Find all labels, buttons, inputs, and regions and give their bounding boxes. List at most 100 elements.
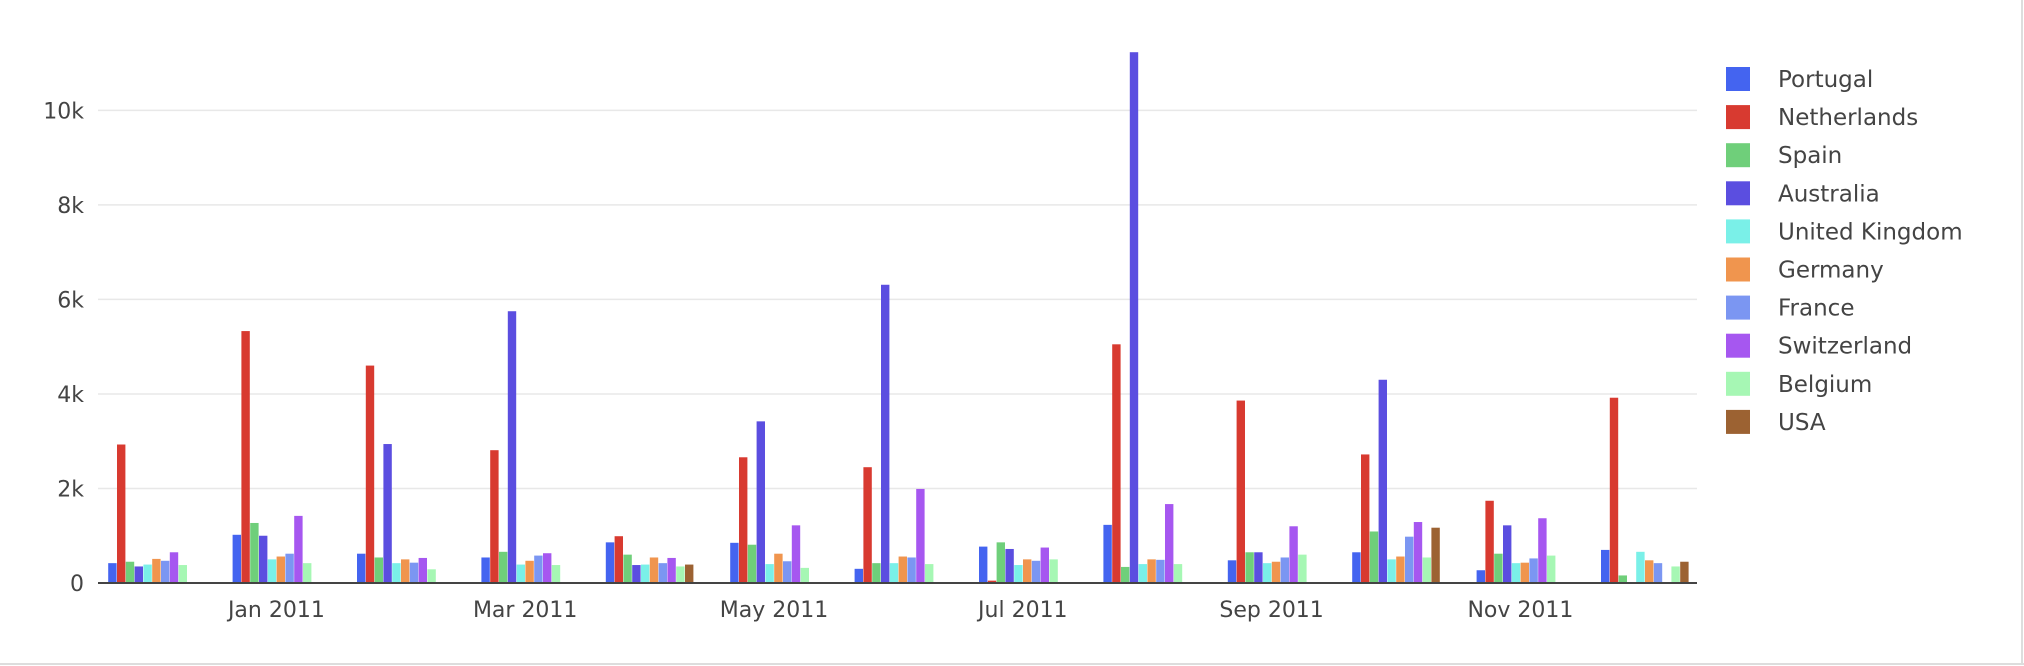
bar[interactable] bbox=[916, 488, 925, 583]
legend-item[interactable]: Netherlands bbox=[1726, 105, 1918, 131]
bar[interactable] bbox=[152, 558, 161, 583]
legend-item[interactable]: Belgium bbox=[1726, 371, 1872, 398]
bar[interactable] bbox=[1014, 565, 1023, 583]
bar[interactable] bbox=[649, 557, 659, 583]
bar[interactable] bbox=[276, 556, 285, 583]
bar[interactable] bbox=[1227, 560, 1237, 583]
bar[interactable] bbox=[800, 567, 809, 583]
bar[interactable] bbox=[374, 557, 383, 583]
bar[interactable] bbox=[996, 542, 1005, 583]
bar[interactable] bbox=[730, 542, 739, 583]
bar[interactable] bbox=[1422, 557, 1431, 583]
bar[interactable] bbox=[418, 557, 427, 583]
bar[interactable] bbox=[1156, 559, 1165, 583]
bar[interactable] bbox=[889, 563, 899, 583]
bar[interactable] bbox=[285, 553, 294, 583]
bar[interactable] bbox=[676, 566, 685, 583]
legend-item[interactable]: Australia bbox=[1726, 181, 1880, 207]
bar[interactable] bbox=[667, 557, 676, 583]
bar[interactable] bbox=[632, 565, 641, 583]
bar[interactable] bbox=[1298, 554, 1307, 583]
bar[interactable] bbox=[1165, 504, 1174, 583]
bar[interactable] bbox=[739, 457, 748, 583]
bar[interactable] bbox=[907, 557, 916, 583]
bar[interactable] bbox=[1352, 552, 1361, 583]
bar[interactable] bbox=[898, 556, 907, 583]
bar[interactable] bbox=[409, 562, 419, 583]
bar[interactable] bbox=[1049, 559, 1058, 583]
bar[interactable] bbox=[1129, 52, 1139, 583]
bar[interactable] bbox=[259, 535, 268, 583]
bar[interactable] bbox=[925, 564, 934, 583]
bar[interactable] bbox=[232, 534, 241, 583]
bar[interactable] bbox=[294, 515, 303, 583]
bar[interactable] bbox=[1147, 559, 1156, 583]
bar[interactable] bbox=[250, 522, 259, 583]
bar[interactable] bbox=[1361, 454, 1370, 583]
bar[interactable] bbox=[241, 331, 250, 583]
bar[interactable] bbox=[1245, 552, 1254, 583]
bar[interactable] bbox=[641, 564, 650, 583]
bar[interactable] bbox=[1485, 500, 1494, 583]
bar[interactable] bbox=[134, 566, 143, 583]
bar[interactable] bbox=[303, 563, 312, 583]
bar[interactable] bbox=[143, 564, 152, 583]
bar[interactable] bbox=[1680, 561, 1689, 583]
bar[interactable] bbox=[161, 560, 170, 583]
bar[interactable] bbox=[881, 284, 890, 583]
bar[interactable] bbox=[1405, 536, 1414, 583]
bar[interactable] bbox=[507, 311, 517, 583]
bar[interactable] bbox=[1263, 563, 1272, 583]
bar[interactable] bbox=[525, 560, 534, 583]
bar[interactable] bbox=[774, 553, 783, 583]
bar[interactable] bbox=[383, 444, 392, 583]
bar[interactable] bbox=[1547, 555, 1556, 583]
bar[interactable] bbox=[658, 563, 667, 583]
bar[interactable] bbox=[1023, 559, 1032, 583]
bar[interactable] bbox=[1387, 559, 1396, 583]
bar[interactable] bbox=[1031, 560, 1041, 583]
bar[interactable] bbox=[1476, 570, 1485, 583]
bar[interactable] bbox=[747, 544, 757, 583]
bar[interactable] bbox=[1103, 524, 1112, 583]
legend-item[interactable]: France bbox=[1726, 295, 1854, 322]
bar[interactable] bbox=[490, 450, 499, 583]
bar[interactable] bbox=[1040, 547, 1049, 583]
bar[interactable] bbox=[357, 553, 366, 583]
bar[interactable] bbox=[1645, 560, 1654, 583]
bar[interactable] bbox=[1173, 564, 1183, 583]
bar[interactable] bbox=[1138, 564, 1147, 583]
bar[interactable] bbox=[392, 563, 401, 583]
bar[interactable] bbox=[1653, 563, 1663, 583]
bar[interactable] bbox=[516, 564, 525, 583]
bar[interactable] bbox=[1503, 525, 1512, 583]
bar[interactable] bbox=[791, 525, 801, 583]
bar[interactable] bbox=[1121, 566, 1130, 583]
bar[interactable] bbox=[534, 555, 543, 583]
bar[interactable] bbox=[979, 546, 988, 583]
bar[interactable] bbox=[365, 365, 375, 583]
bar[interactable] bbox=[125, 561, 135, 583]
bar[interactable] bbox=[1431, 527, 1440, 583]
bar[interactable] bbox=[499, 551, 508, 583]
legend-item[interactable]: Germany bbox=[1726, 257, 1884, 284]
bar[interactable] bbox=[1601, 549, 1610, 583]
bar[interactable] bbox=[543, 553, 552, 583]
bar[interactable] bbox=[756, 421, 765, 583]
bar[interactable] bbox=[1538, 518, 1547, 583]
bar[interactable] bbox=[551, 565, 561, 583]
bar[interactable] bbox=[1494, 553, 1503, 583]
bar[interactable] bbox=[783, 561, 792, 583]
bar[interactable] bbox=[614, 536, 623, 583]
bar[interactable] bbox=[623, 554, 632, 583]
bar[interactable] bbox=[1271, 561, 1281, 583]
bar[interactable] bbox=[178, 565, 187, 583]
bar[interactable] bbox=[1529, 558, 1538, 583]
bar[interactable] bbox=[117, 444, 126, 583]
legend-item[interactable]: Spain bbox=[1726, 143, 1842, 169]
bar[interactable] bbox=[481, 557, 490, 583]
bar[interactable] bbox=[427, 569, 436, 583]
bar[interactable] bbox=[987, 580, 997, 583]
bar[interactable] bbox=[765, 564, 774, 583]
bar[interactable] bbox=[169, 552, 179, 583]
